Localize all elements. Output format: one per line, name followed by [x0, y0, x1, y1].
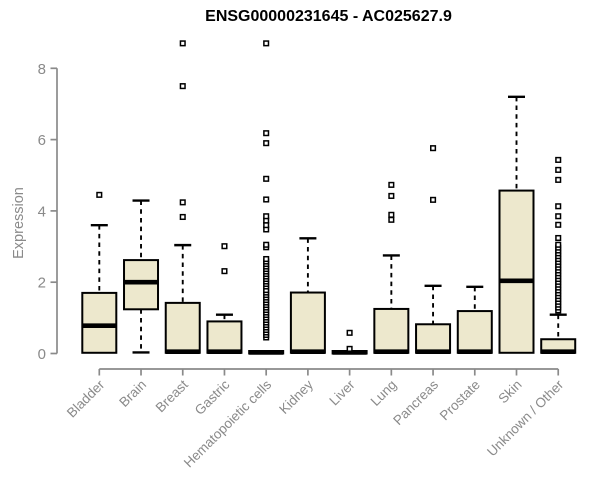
boxplot-group-brain: [123, 199, 160, 354]
y-tick-label: 8: [38, 61, 46, 78]
outlier-point: [346, 329, 353, 336]
x-tick-label-kidney: Kidney: [276, 377, 316, 417]
outlier-point: [388, 211, 395, 218]
boxplot-group-skin: [498, 95, 535, 354]
y-tick-label: 6: [38, 132, 46, 149]
boxplot-group-unknown-other: [540, 156, 577, 355]
outlier-point: [388, 192, 395, 199]
outlier-point: [555, 176, 562, 183]
y-tick-label: 4: [38, 203, 46, 220]
x-tick-label-bladder: Bladder: [64, 377, 108, 421]
outlier-point: [430, 145, 437, 152]
outlier-point: [263, 130, 270, 137]
x-tick-label-skin: Skin: [495, 377, 524, 406]
y-tick-label: 0: [38, 346, 46, 363]
outlier-point: [263, 40, 270, 47]
outlier-point: [555, 241, 562, 248]
boxplot-group-bladder: [81, 191, 118, 354]
outlier-point: [555, 221, 562, 228]
boxplot-group-lung: [373, 181, 410, 355]
outlier-point: [388, 181, 395, 188]
outlier-point: [179, 199, 186, 206]
outlier-point: [221, 243, 228, 250]
outlier-point: [555, 213, 562, 220]
outlier-point: [179, 40, 186, 47]
x-tick-label-unknown-other: Unknown / Other: [484, 377, 567, 460]
boxplot-group-prostate: [456, 285, 493, 355]
x-tick-label-liver: Liver: [326, 377, 358, 409]
outlier-point: [263, 175, 270, 182]
outlier-point: [346, 345, 353, 352]
outlier-point: [555, 166, 562, 173]
outlier-point: [263, 241, 270, 248]
outlier-point: [179, 213, 186, 221]
outlier-point: [179, 83, 186, 90]
chart-title: ENSG00000231645 - AC025627.9: [205, 8, 452, 25]
outlier-point: [388, 216, 395, 223]
outlier-point: [263, 140, 270, 147]
x-tick-label-pancreas: Pancreas: [390, 377, 441, 428]
boxplot-group-pancreas: [415, 145, 452, 355]
outlier-point: [555, 203, 562, 210]
x-tick-label-gastric: Gastric: [192, 377, 233, 418]
x-tick-label-prostate: Prostate: [437, 377, 483, 423]
outlier-point: [263, 255, 270, 263]
boxplot-group-kidney: [289, 237, 326, 355]
outlier-point: [221, 268, 228, 275]
x-tick-label-lung: Lung: [368, 377, 400, 409]
outlier-point: [263, 213, 270, 220]
y-tick-label: 2: [38, 275, 46, 292]
boxplot-group-liver: [331, 329, 368, 355]
outlier-point: [263, 196, 270, 203]
boxplot-group-gastric: [206, 243, 243, 355]
boxplot-group-hematopoietic-cells: [248, 40, 285, 355]
x-tick-label-breast: Breast: [153, 377, 191, 415]
x-tick-label-brain: Brain: [116, 377, 149, 410]
y-axis: 0 2 4 6 8: [38, 61, 58, 363]
outlier-point: [430, 196, 437, 203]
outlier-point: [555, 234, 562, 242]
boxplot-group-breast: [164, 40, 201, 355]
outlier-point: [96, 191, 103, 198]
outlier-point: [555, 156, 562, 163]
